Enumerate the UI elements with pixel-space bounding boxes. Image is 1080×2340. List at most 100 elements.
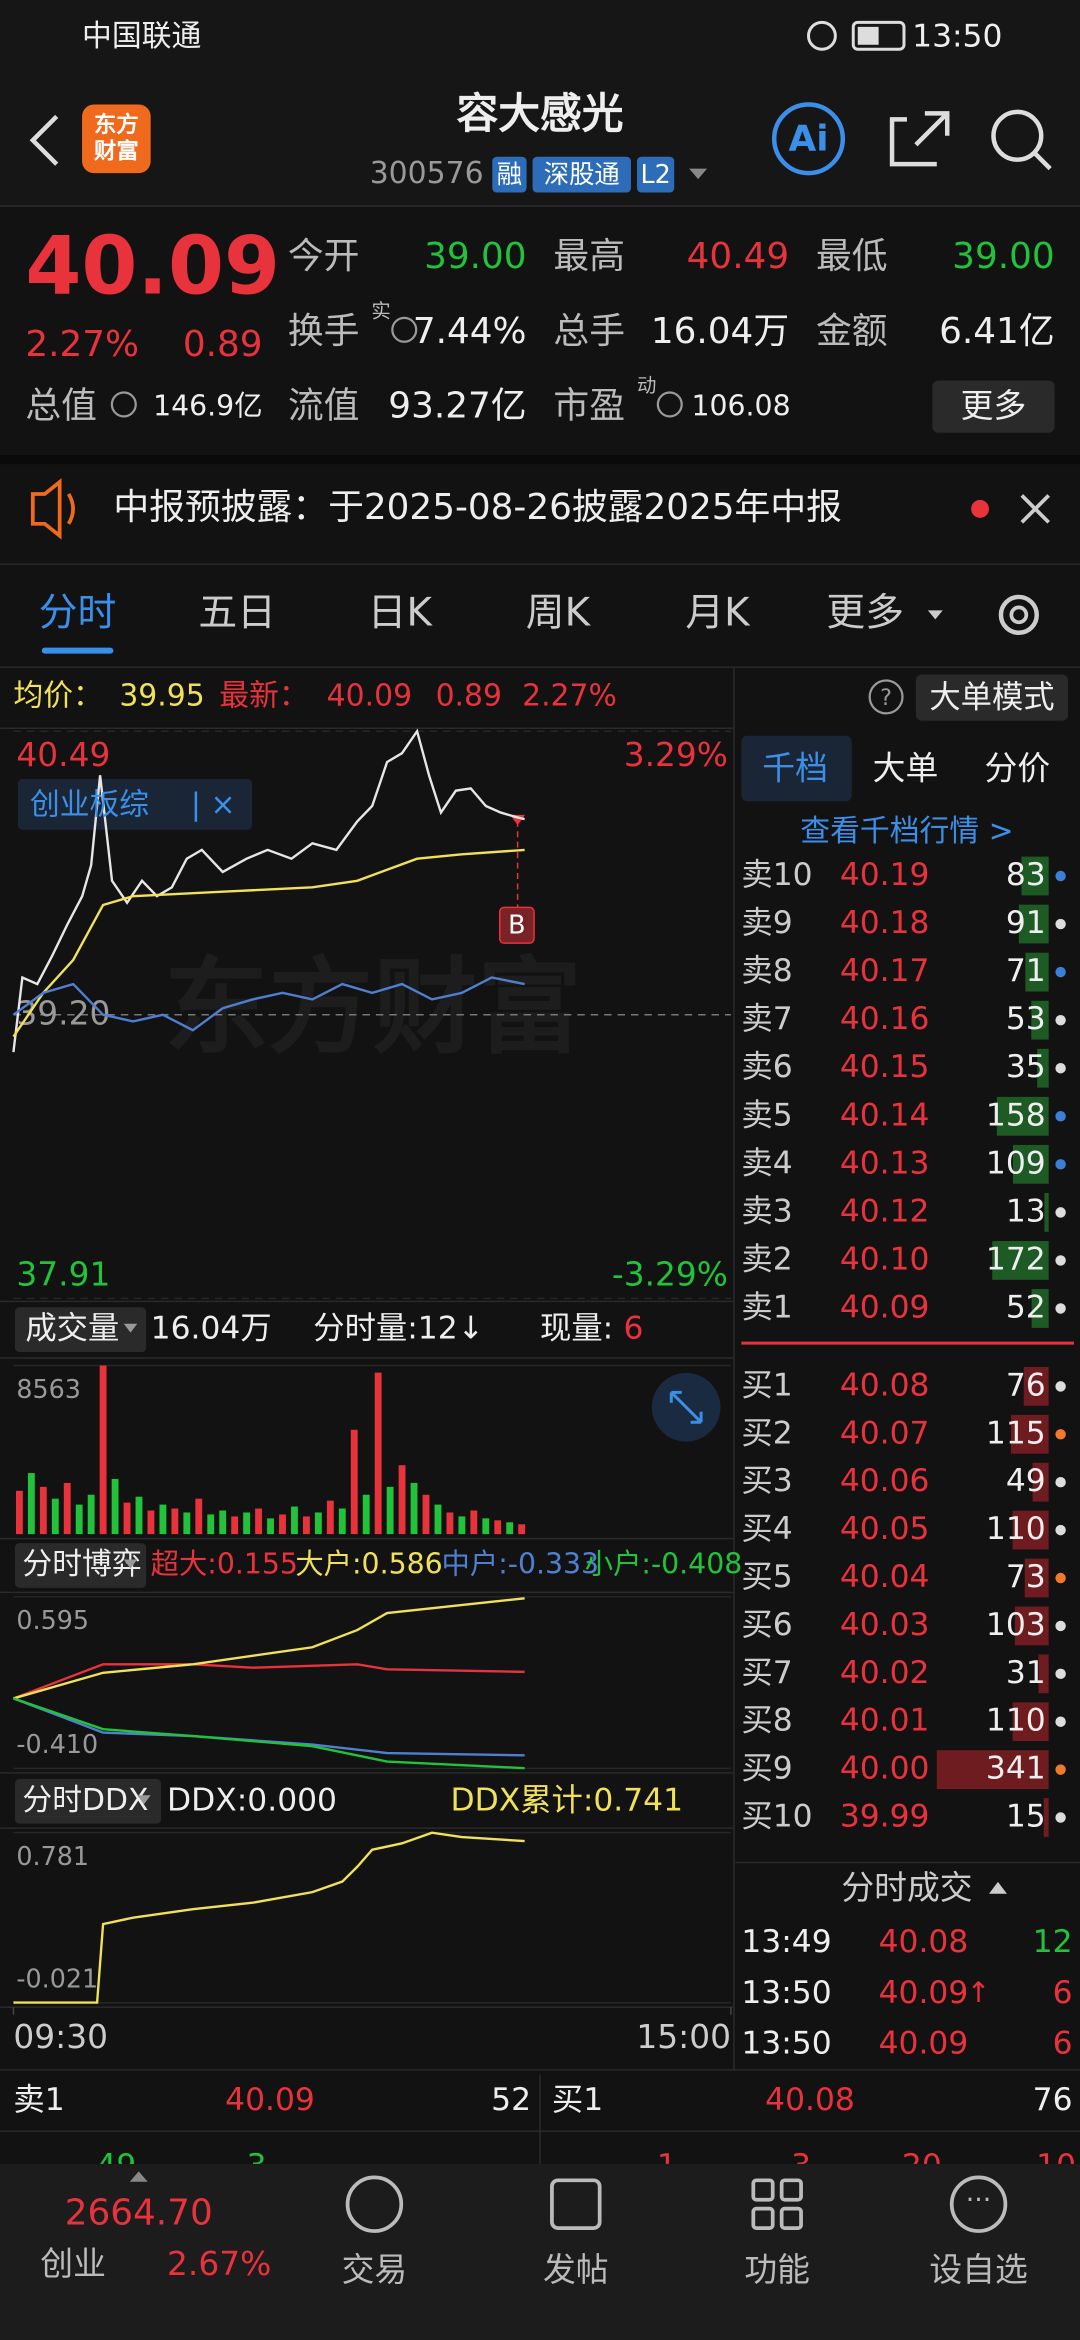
x-tick-label: 15:00 [636,2018,731,2056]
close-button[interactable] [1020,494,1050,524]
nav-item[interactable]: 功能 [744,2251,810,2289]
ai-button[interactable] [771,102,846,176]
index-change[interactable]: 2.67% [167,2245,271,2283]
stat-value: 16.04万 [651,311,789,352]
nav-item[interactable]: 设自选 [929,2251,1027,2289]
book-label: 卖4 [741,1145,792,1181]
current-volume-value: 6 [624,1311,644,1347]
volume-bar [75,1504,83,1535]
book-volume: 31 [1006,1655,1046,1691]
volume-depth-bar [1010,1414,1049,1454]
search-button[interactable] [991,109,1044,162]
function-icon [779,2178,803,2202]
legend-value: 0.155 [217,1547,298,1580]
book-volume: 83 [1006,857,1046,893]
book-price: 40.03 [840,1607,930,1643]
book-tab[interactable]: 千档 [762,750,828,788]
nav-item[interactable]: 交易 [342,2251,408,2289]
battery-icon [851,20,906,51]
battery-level [857,26,879,45]
volume-depth-bar [1032,1462,1049,1502]
tab[interactable]: 日K [368,590,434,635]
book-volume: 13 [1006,1193,1046,1229]
tab[interactable]: 更多 [826,590,904,635]
volume-bar [207,1514,215,1535]
dropdown-icon [137,1795,151,1805]
volume-bar [219,1510,227,1535]
book-dot [1055,1572,1066,1584]
volume-bar [506,1522,514,1535]
book-dot [1055,1014,1066,1026]
tab[interactable]: 五日 [198,590,276,635]
volume-bar [291,1506,298,1535]
tab[interactable]: 分时 [39,590,117,635]
share-button[interactable] [889,111,950,167]
book-volume: 49 [1006,1463,1046,1499]
trades-title[interactable]: 分时成交 [841,1869,972,1907]
volume-bar [374,1372,382,1535]
legend-entry: 小户:-0.408 [585,1547,742,1580]
buy-price: 40.08 [765,2082,855,2118]
stock-tag-bg [492,156,527,193]
book-volume: 73 [1006,1559,1046,1595]
indicator-button[interactable] [14,1307,147,1353]
legend-entry: 中户:-0.333 [442,1547,599,1580]
indicator-button[interactable] [14,1543,147,1588]
book-tab[interactable]: 分价 [985,750,1051,788]
indicator-button[interactable] [14,1778,162,1824]
legend-value: -0.408 [651,1547,742,1580]
watermark: 东方财富 [164,947,582,1069]
tab[interactable]: 月K [685,590,751,635]
book-price: 39.99 [840,1799,930,1835]
dropdown-icon[interactable] [689,168,708,180]
book-label: 卖10 [741,857,812,893]
book-tab[interactable]: 大单 [873,750,939,788]
y2-tick-label: 3.29% [624,736,728,774]
book-label: 卖8 [741,953,792,989]
collapse-icon[interactable] [989,1881,1007,1894]
expand-index[interactable] [129,2171,148,2182]
more-label[interactable]: 更多 [961,387,1027,425]
book-dot [1055,1668,1066,1680]
volume-bar [135,1496,143,1535]
help-icon[interactable] [868,679,904,715]
book-dot [1055,1062,1066,1074]
ai-icon: Ai [789,118,829,159]
volume-depth-bar [992,1241,1049,1280]
index-name[interactable]: 创业 [40,2245,106,2283]
book-link[interactable]: 查看千档行情 > [800,814,1013,849]
book-price: 40.08 [840,1367,930,1403]
mode-button[interactable] [915,674,1069,721]
more-button[interactable] [932,380,1055,433]
book-volume: 109 [986,1145,1046,1181]
book-label: 卖3 [741,1193,792,1229]
index-value[interactable]: 2664.70 [65,2193,213,2234]
book-price: 40.18 [840,905,930,941]
stat-value: 39.00 [424,236,526,277]
settings-button[interactable] [998,594,1039,635]
book-volume: 76 [1006,1367,1046,1403]
avg-value: 39.95 [119,678,204,713]
book-volume: 110 [986,1703,1046,1739]
trade-price: 40.09 [879,1975,969,2011]
index-tag-close[interactable]: | × [191,787,236,822]
dropdown-icon [927,610,943,620]
volume-bar [171,1508,179,1535]
stock-tag: L2 [640,159,670,189]
post-icon [550,2178,602,2230]
book-dot [1055,1159,1066,1170]
back-button[interactable] [29,114,59,166]
tab[interactable]: 周K [526,590,592,635]
volume-bar [338,1508,346,1535]
book-price: 40.01 [840,1703,930,1739]
book-dot [1055,1429,1066,1440]
nav-item[interactable]: 发帖 [543,2251,609,2289]
index-tag[interactable] [17,779,253,830]
mode-label[interactable]: 大单模式 [929,679,1054,715]
volume-depth-bar [1024,1558,1049,1598]
book-label: 卖7 [741,1001,792,1037]
book-label: 买2 [741,1415,792,1451]
stat-label: 流值 [288,385,360,426]
